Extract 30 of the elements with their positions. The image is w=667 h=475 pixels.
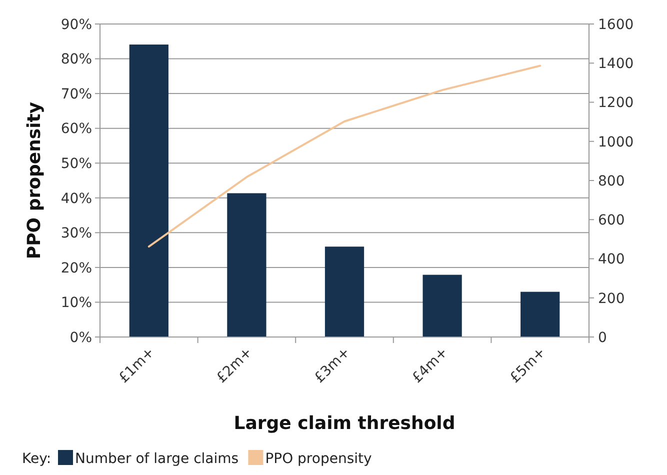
y2-tick-label: 800 xyxy=(598,173,625,190)
y2-tick-label: 1400 xyxy=(598,56,634,72)
y-tick-label: 10% xyxy=(60,295,92,312)
y-tick-label: 30% xyxy=(60,226,92,242)
y2-tick-label: 0 xyxy=(598,330,607,346)
y2-tick-label: 400 xyxy=(598,252,625,268)
y2-tick-label: 1200 xyxy=(598,95,634,112)
y2-tick-label: 600 xyxy=(598,212,625,229)
legend-label: Number of large claims xyxy=(75,451,239,467)
line-series xyxy=(148,64,542,248)
legend-label: PPO propensity xyxy=(265,451,372,467)
y2-tick-label: 200 xyxy=(598,290,625,307)
y2-tick-label: 1000 xyxy=(598,134,634,150)
bar xyxy=(324,246,364,337)
y-tick-label: 60% xyxy=(60,121,92,138)
y-tick-label: 40% xyxy=(60,190,92,207)
legend-title: Key: xyxy=(22,451,52,467)
y-axis-title: PPO propensity xyxy=(24,102,45,260)
bar xyxy=(520,292,560,337)
y-tick-label: 80% xyxy=(60,52,92,68)
y-tick-label: 50% xyxy=(60,156,92,172)
bar xyxy=(129,44,168,337)
bar xyxy=(422,274,462,337)
y-tick-label: 0% xyxy=(70,330,92,346)
y-tick-label: 90% xyxy=(60,16,92,33)
y-tick-label: 70% xyxy=(60,86,92,102)
bar xyxy=(227,193,266,337)
y-tick-label: 20% xyxy=(60,260,92,276)
y2-tick-label: 1600 xyxy=(598,16,634,33)
x-axis-title: Large claim threshold xyxy=(234,413,456,434)
